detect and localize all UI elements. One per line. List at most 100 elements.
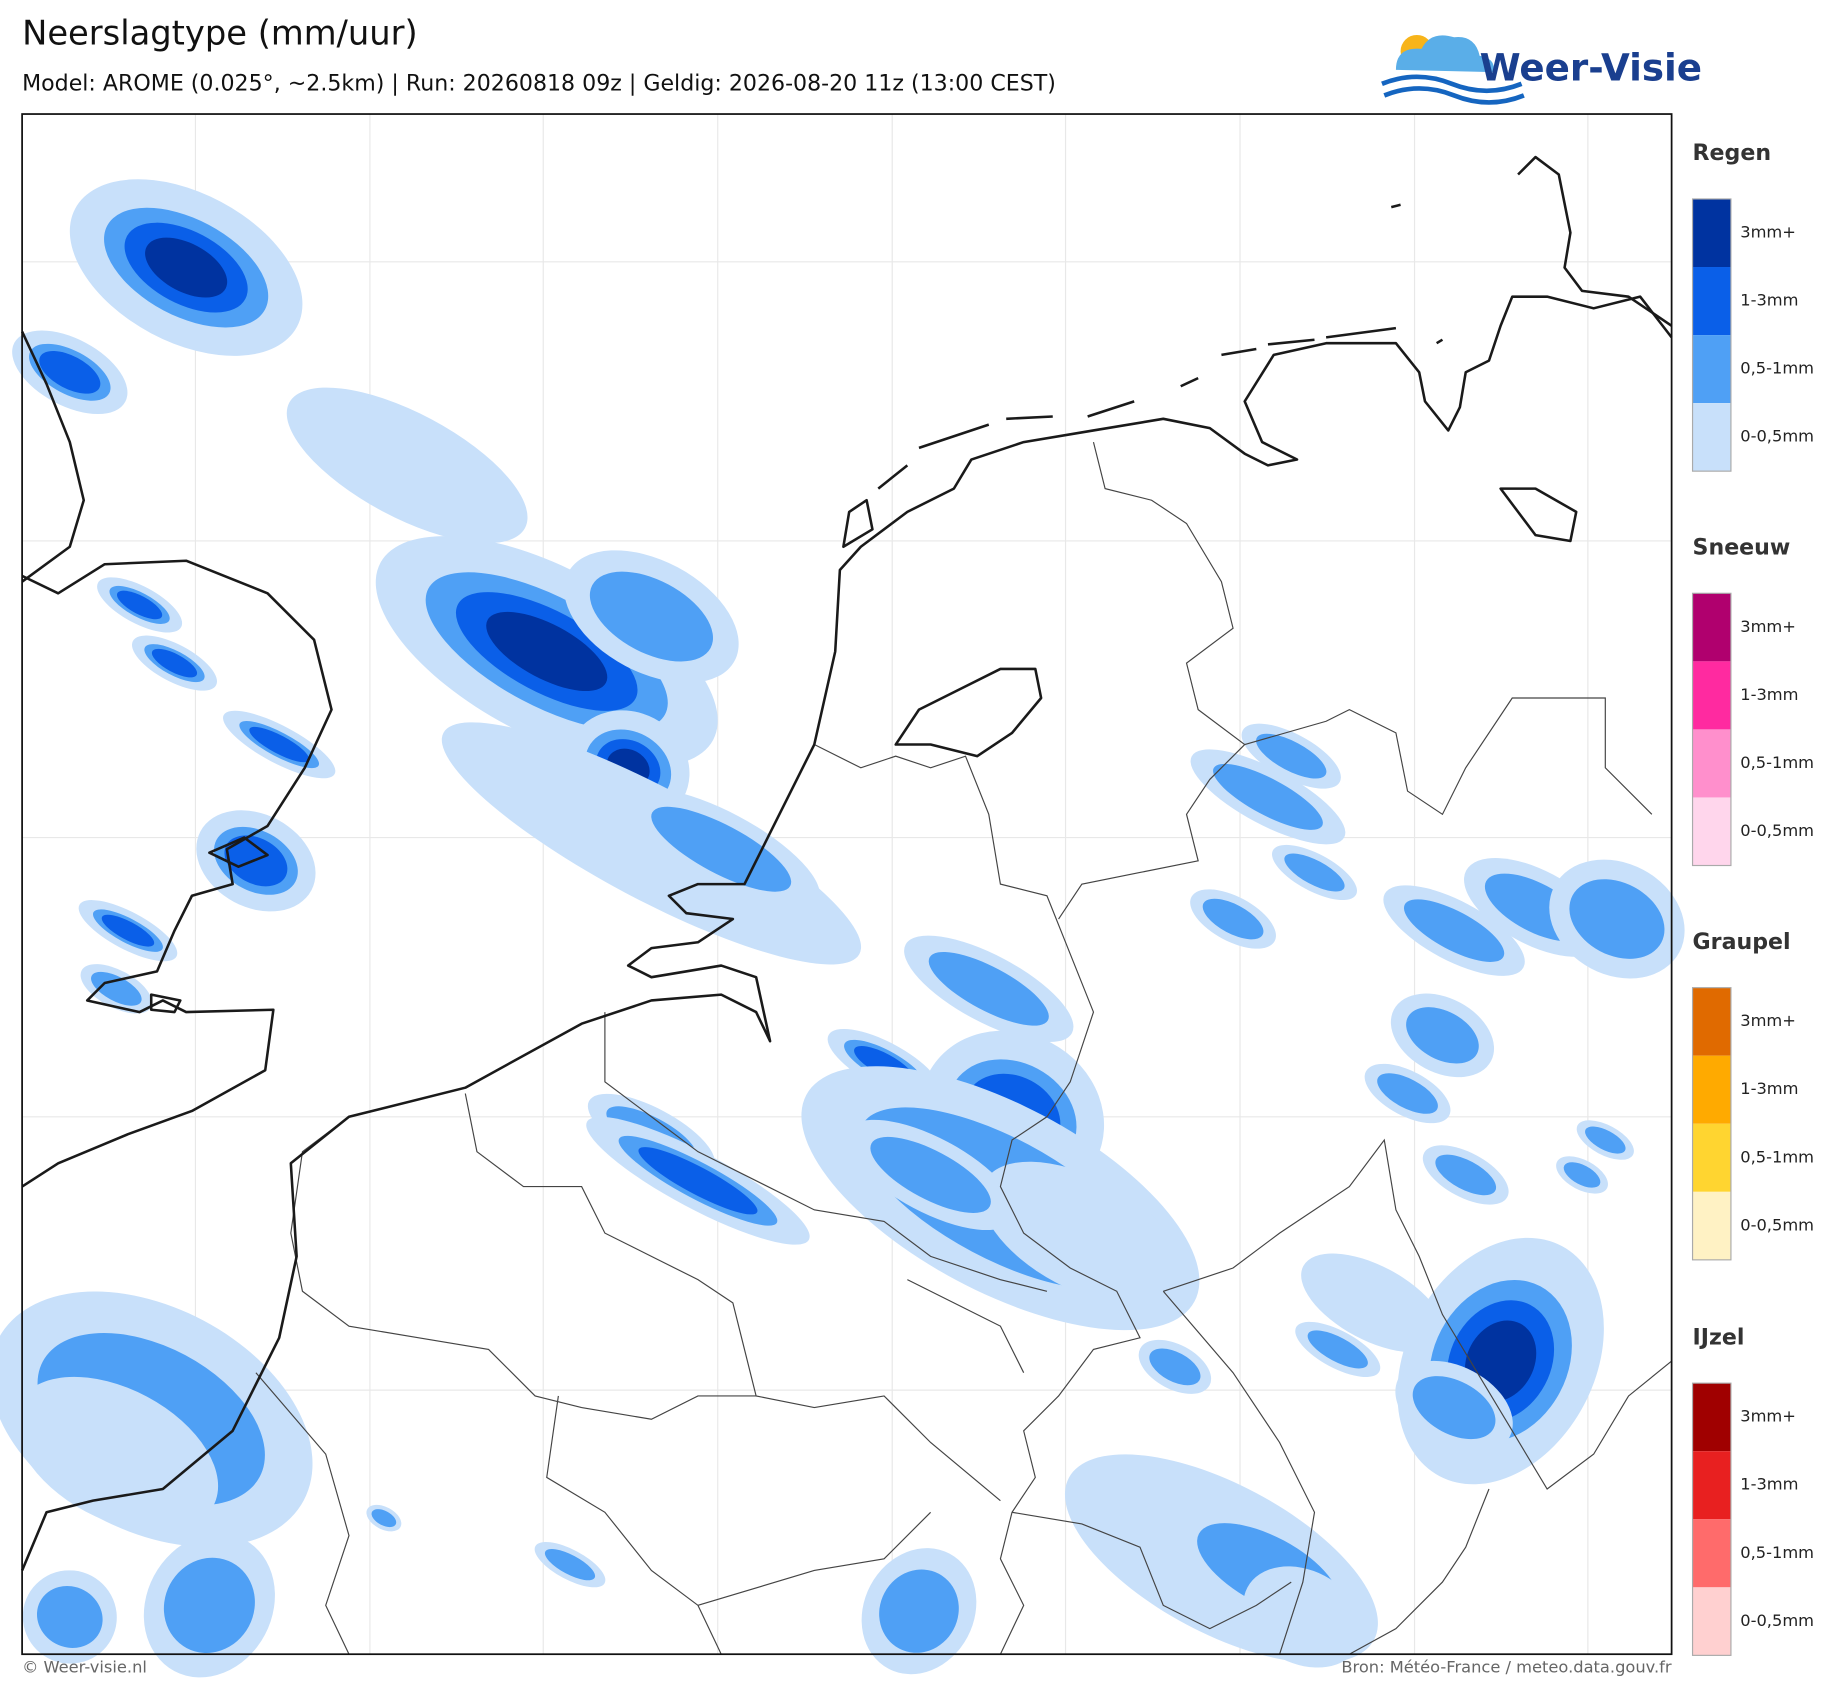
- legend-frame: [1691, 198, 1732, 472]
- logo-waves: [1381, 74, 1525, 105]
- precip-area: [1202, 898, 1264, 940]
- coastline: [149, 836, 269, 1014]
- logo-cloud: [1395, 35, 1494, 73]
- precip-area: [286, 387, 528, 544]
- legend-swatch: [1692, 1055, 1731, 1124]
- precip-area: [544, 1548, 596, 1581]
- precip-area: [371, 1509, 397, 1528]
- legend-label: 1-3mm: [1740, 1079, 1798, 1098]
- legend-label: 0-0,5mm: [1740, 821, 1814, 840]
- border: [1162, 1138, 1672, 1655]
- precip-area: [486, 611, 608, 692]
- border: [255, 1372, 932, 1655]
- legend-swatch: [1692, 1587, 1731, 1656]
- precipitation: [0, 179, 1685, 1678]
- logo: Weer-Visie: [1381, 34, 1702, 105]
- logo-text: Weer-Visie: [1480, 45, 1702, 89]
- precip-area: [928, 951, 1049, 1026]
- precip-area: [1569, 879, 1665, 959]
- precip-area: [1256, 733, 1327, 779]
- precip-area: [1406, 1007, 1479, 1064]
- map-frame: [21, 113, 1673, 1656]
- legend-label: 0,5-1mm: [1740, 1147, 1814, 1166]
- precip-area: [151, 648, 198, 678]
- borders: [255, 441, 1672, 1655]
- border: [290, 1116, 757, 1420]
- map: [0, 113, 1685, 1678]
- legend-title: Sneeuw: [1693, 534, 1791, 560]
- legend-swatch: [1692, 661, 1731, 730]
- precip-area: [91, 971, 142, 1006]
- precip-area: [36, 1585, 103, 1648]
- subtitle: Model: AROME (0.025°, ~2.5km) | Run: 202…: [22, 70, 1056, 96]
- border: [814, 744, 1141, 1655]
- coastline: [20, 295, 1673, 1571]
- legend-swatch: [1692, 593, 1731, 662]
- precip-area: [145, 237, 228, 298]
- precip-area: [1563, 1162, 1601, 1188]
- legend: Regen 3mm+ 1-3mm 0,5-1mm 0-0,5mm Sneeuw 3mm+ 1-…: [1691, 140, 1814, 1656]
- coastline: [842, 326, 1444, 549]
- legend-label: 3mm+: [1740, 617, 1796, 636]
- precip-area: [981, 1161, 1183, 1305]
- legend-frame: [1691, 987, 1732, 1261]
- border: [1058, 441, 1653, 920]
- precip-area: [14, 1376, 219, 1532]
- precip-area: [1412, 1376, 1496, 1440]
- precip-area: [1301, 1253, 1445, 1353]
- legend-title: Graupel: [1693, 929, 1791, 955]
- precip-area: [1435, 1154, 1497, 1196]
- legend-swatch: [1692, 198, 1731, 268]
- legend-swatch: [1692, 729, 1731, 798]
- precip-area: [1403, 899, 1505, 962]
- precip-area: [589, 571, 713, 662]
- border: [907, 1279, 1292, 1630]
- precip-area: [1213, 763, 1323, 830]
- precip-area: [249, 726, 310, 763]
- coastline: [894, 667, 1043, 758]
- legend-title: IJzel: [1693, 1324, 1745, 1350]
- precip-area: [870, 1136, 991, 1213]
- legend-label: 3mm+: [1740, 1011, 1796, 1030]
- precip-area: [117, 590, 163, 620]
- precip-area: [638, 1147, 758, 1215]
- coastline: [20, 331, 86, 583]
- legend-label: 1-3mm: [1740, 685, 1798, 704]
- legend-label: 0,5-1mm: [1740, 753, 1814, 772]
- legend-label: 3mm+: [1740, 222, 1796, 241]
- legend-swatch: [1692, 335, 1731, 404]
- border: [464, 1093, 1001, 1502]
- precip-area: [163, 1557, 255, 1653]
- precip-area: [39, 350, 101, 394]
- legend-swatch: [1692, 797, 1731, 866]
- legend-swatch: [1692, 403, 1731, 472]
- legend-label: 1-3mm: [1740, 1475, 1798, 1494]
- legend-title: Regen: [1693, 140, 1772, 166]
- legend-swatch: [1692, 1383, 1731, 1452]
- legend-label: 3mm+: [1740, 1407, 1796, 1426]
- legend-frame: [1691, 592, 1732, 867]
- legend-swatch: [1692, 987, 1731, 1056]
- legend-label: 0,5-1mm: [1740, 1543, 1814, 1562]
- coastline: [1390, 155, 1673, 543]
- legend-label: 0,5-1mm: [1740, 359, 1814, 378]
- precip-area: [651, 806, 792, 892]
- source: Bron: Météo-France / meteo.data.gouv.fr: [1341, 1658, 1672, 1677]
- legend-label: 0-0,5mm: [1740, 1611, 1814, 1630]
- legend-frame: [1691, 1382, 1732, 1656]
- legend-label: 0-0,5mm: [1740, 427, 1814, 446]
- copyright: © Weer-visie.nl: [22, 1658, 147, 1677]
- precip-area: [1284, 853, 1345, 892]
- title: Neerslagtype (mm/uur): [22, 13, 418, 52]
- legend-swatch: [1692, 267, 1731, 336]
- coastline: [21, 559, 333, 1188]
- precip-area: [1377, 1073, 1438, 1114]
- legend-swatch: [1692, 1191, 1731, 1260]
- legend-label: 1-3mm: [1740, 291, 1798, 310]
- coastlines: [20, 155, 1673, 1571]
- legend-swatch: [1692, 1123, 1731, 1192]
- precip-area: [1585, 1126, 1626, 1154]
- precip-area: [1307, 1330, 1368, 1369]
